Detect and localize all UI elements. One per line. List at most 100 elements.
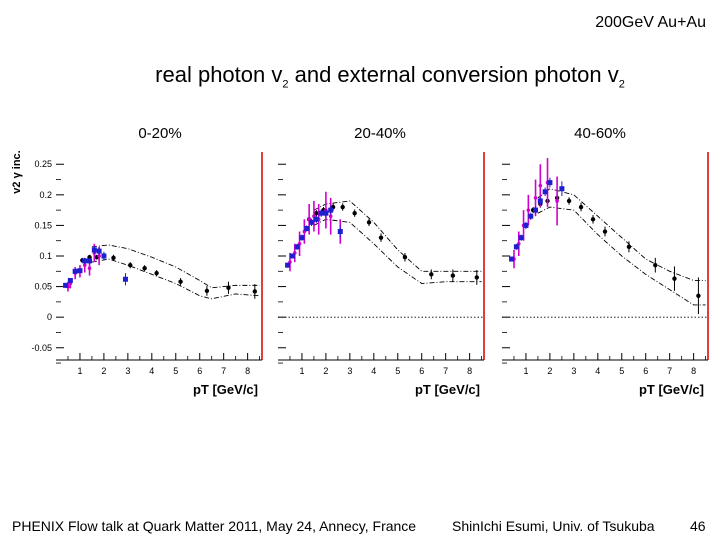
panel-3-series-3-point [518,235,524,241]
panel-2-series-3-point [337,229,343,235]
panel-2-x-label: pT [GeV/c] [415,382,480,397]
panel-3-series-1-point [602,229,608,234]
title-part-2: and external conversion photon v [288,62,619,87]
panel-1-x-tick-label: 2 [101,366,106,376]
panel-2-band-lower [313,218,482,284]
panel-1-series-1-point [111,255,116,261]
footer-author: ShinIchi Esumi, Univ. of Tsukuba [452,518,655,534]
panel-1-series-3-point [77,268,83,274]
panel-1-series-3-point [67,277,73,283]
panel-3-x-tick-label: 7 [667,366,672,376]
panel-3-series-3-point [528,213,534,219]
title-part-1: real photon v [155,62,283,87]
panel-1-band-upper [91,244,260,289]
panel-2-series-3-point [313,216,319,222]
panel-3-series-3-point [509,256,515,262]
title-subscript-2: 2 [618,78,625,91]
y-tick-label: 0 [47,312,52,322]
panel-3-series-3-point [523,222,529,228]
panel-3-series-2-point [526,208,531,212]
panel-1-title: 0-20% [138,125,181,142]
panel-3-series-1-point [578,204,584,210]
panel-1-series-1-point [154,270,159,276]
panel-3-series-1-point [653,262,658,268]
y-tick-label: 0.25 [34,159,52,169]
panel-3-series-3-point [533,207,539,213]
panel-1-series-2-point [87,266,92,271]
panel-1-series-3-point [82,258,88,264]
panel-2-series-1-point [474,275,480,280]
panel-3-series-3-point [537,198,543,204]
panel-1-series-1-point [142,266,147,271]
panel-1-series-3-point [96,248,102,254]
panel-3-x-tick-label: 6 [643,366,648,376]
panel-1-x-tick-label: 5 [173,366,178,376]
y-tick-label: 0.05 [34,282,52,292]
footer-conference: PHENIX Flow talk at Quark Matter 2011, M… [12,518,417,534]
panel-2-series-3-point [304,225,310,231]
y-tick-label: 0.15 [34,220,52,230]
panel-1-x-tick-label: 4 [149,366,154,376]
panel-2-series-3-point [289,253,295,259]
panel-1-series-1-point [87,255,92,260]
panel-2-series-3-point [318,210,324,216]
slide-title: real photon v2 and external conversion p… [0,62,720,90]
panel-3-series-2-point [538,183,543,188]
panel-3-x-tick-label: 2 [547,366,552,376]
panel-1-series-3-point [72,268,78,274]
panel-2-band-upper [313,200,482,272]
panel-1-x-tick-label: 7 [221,366,226,376]
panel-3-series-3-point [547,180,553,186]
panel-3-x-label: pT [GeV/c] [639,382,704,397]
panel-3-series-1-point [626,244,632,250]
panel-1-x-tick-label: 8 [245,366,250,376]
panel-1-series-3-point [87,258,93,264]
panel-1-series-3-point [63,282,69,288]
panel-2-series-1-point [340,204,345,210]
panel-3-title: 40-60% [574,125,626,142]
panel-3-series-1-point [590,217,596,222]
panel-3-band-upper [537,188,706,281]
y-tick-label: 0.1 [39,251,52,261]
panel-1-series-1-point [252,289,258,294]
panel-3-series-1-point [672,276,677,281]
panel-2-x-tick-label: 5 [395,366,400,376]
panel-1-series-2-point [82,263,87,267]
panel-2-series-1-point [352,210,357,216]
panel-2-x-tick-label: 7 [443,366,448,376]
panel-3-band-lower [537,206,706,306]
panel-3-x-tick-label: 8 [691,366,696,376]
panel-3-series-3-point [542,189,548,195]
panel-2-x-tick-label: 3 [347,366,352,376]
panel-2-series-3-point [309,219,315,225]
panel-3-series-3-point [513,244,519,250]
panel-1-series-3-point [91,247,97,253]
panel-3-x-tick-label: 4 [595,366,600,376]
panel-2-series-1-point [366,220,372,225]
y-axis-label: v2 γ inc. [11,150,23,193]
panel-2-series-2-point [328,214,333,219]
panel-2-series-1-point [314,210,319,216]
panel-2-x-tick-label: 8 [467,366,472,376]
panel-1-series-1-point [178,279,183,284]
panel-2-series-3-point [285,262,291,268]
panel-2-x-tick-label: 2 [323,366,328,376]
panel-2-series-3-point [328,207,334,213]
title-subscript-1: 2 [282,78,289,91]
panel-3-x-tick-label: 3 [571,366,576,376]
panel-1-series-3-point [101,253,107,259]
panel-3-series-1-point [696,293,701,298]
panel-1-x-tick-label: 3 [125,366,130,376]
panel-2-series-1-point [429,272,434,277]
panel-1-band-lower [91,258,260,300]
panel-1-series-1-point [204,288,210,294]
panel-3-x-tick-label: 5 [619,366,624,376]
panel-3-series-3-point [559,186,565,192]
y-tick-label: 0.2 [39,190,52,200]
panel-1-x-label: pT [GeV/c] [193,382,258,397]
panel-2-series-3-point [323,210,329,216]
panel-2-series-1-point [378,235,384,240]
panel-2-series-3-point [299,235,305,241]
panel-2-x-tick-label: 4 [371,366,376,376]
